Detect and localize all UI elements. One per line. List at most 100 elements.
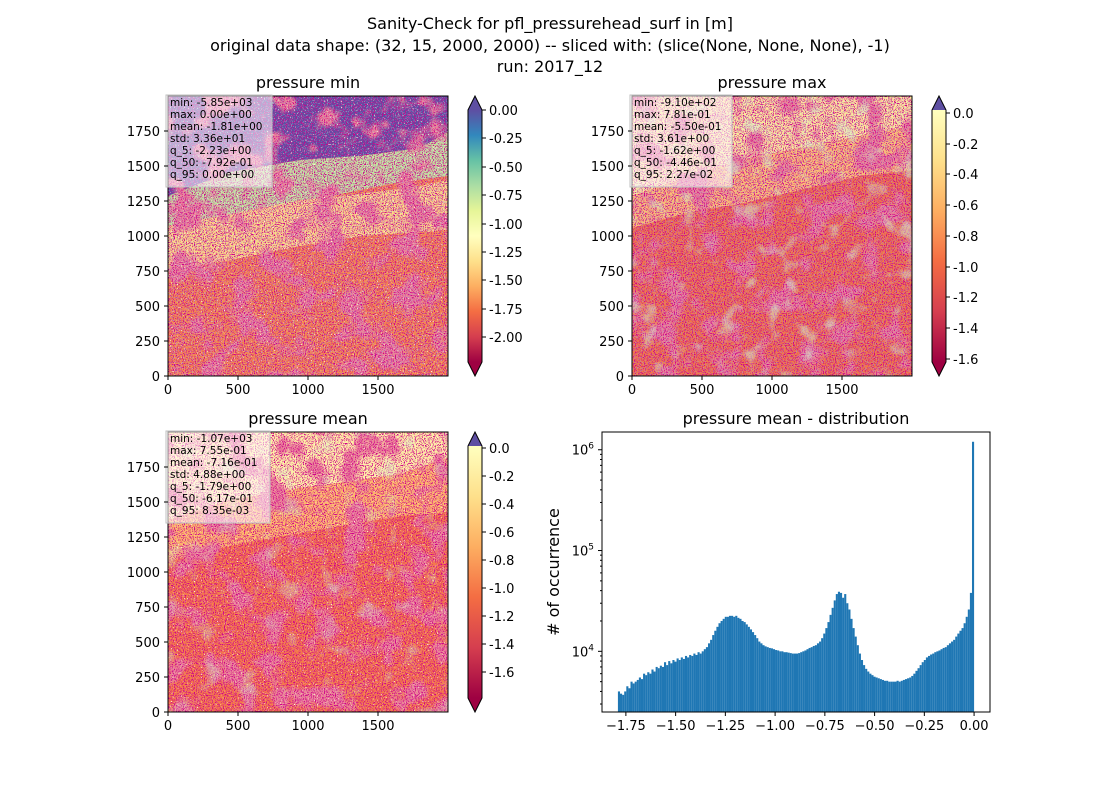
histogram-bar [919,665,922,712]
histogram-bar [785,652,788,712]
stats-line: q_5: -1.79e+00 [170,481,251,493]
histogram-bar [963,623,966,712]
colorbar-tick-label: -1.00 [489,218,523,233]
histogram-bar [852,628,855,712]
histogram-bar [653,671,656,712]
histogram-bar [896,680,899,712]
stats-line: std: 4.88e+00 [170,469,245,481]
histogram-bar [693,653,696,712]
histogram-bar [647,672,650,712]
stats-box: min: -1.07e+03 max: 7.55e-01 mean: -7.16… [165,430,271,524]
colorbar-tick-label: -0.50 [489,161,523,176]
histogram-bar [622,694,625,712]
histogram-bar [875,677,878,712]
histogram-bar [733,616,736,712]
histogram-bar [894,681,897,712]
histogram-bar [881,679,884,712]
histogram-bar [789,653,792,712]
histogram-bar [900,680,903,712]
stats-line: q_50: -7.92e-01 [170,157,253,169]
colorbar-tick-label: -1.2 [953,291,978,306]
x-tick-label: 1000 [291,719,324,734]
x-tick-label: 1000 [291,383,324,398]
y-tick-label: 1500 [127,160,160,175]
histogram-bar [664,662,667,712]
colorbar-tick-label: -0.6 [489,526,514,541]
x-tick-label: 1500 [361,719,394,734]
histogram-bar [689,654,692,712]
histogram-bar [758,641,761,712]
x-axis: 0 500 1000 1500 [164,712,395,734]
figure-title: Sanity-Check for pfl_pressurehead_surf i… [210,14,890,77]
histogram-bar [917,668,920,712]
histogram-bar [951,641,954,712]
histogram-bar [626,686,629,712]
histogram-bar [643,673,646,712]
histogram-bar [804,650,807,712]
histogram-bar [754,635,757,712]
histogram-bar [971,441,975,712]
histogram-bar [684,655,688,712]
histogram-bar [775,650,778,712]
colorbar-tick-label: -0.8 [489,554,514,569]
y-tick-label: 1500 [591,160,624,175]
histogram-bar [823,633,826,712]
histogram-bar [844,594,847,712]
histogram-bar [636,679,639,712]
histogram-bar [925,657,928,712]
colorbar-extend-max [468,96,482,110]
histogram-bar [932,653,935,712]
figure-title-line-2: original data shape: (32, 15, 2000, 2000… [210,36,890,55]
histogram-bar [741,620,744,712]
histogram-bar [796,653,799,712]
histogram-bar [902,679,905,712]
histogram-bar [701,651,704,712]
x-tick-label: 0 [164,383,172,398]
y-axis: 0 250 500 750 1000 1250 1500 1750 [591,125,632,385]
y-tick-label: 0 [152,706,160,721]
histogram-bar [640,679,644,712]
colorbar-tick-label: -0.25 [489,132,523,147]
x-tick-label: 500 [226,383,251,398]
y-tick-label: 1750 [127,125,160,140]
colorbar-tick-label: -0.6 [953,199,978,214]
y-tick-label: 105 [572,543,594,560]
y-tick-label: 1500 [127,496,160,511]
histogram-bar [710,639,713,712]
histogram-bar [620,693,623,712]
histogram-bar [942,647,945,712]
histogram-bar [649,673,652,712]
heatmap-panel-pressure-max: pressure max min: -9.10e+02 max: 7.81e-0… [591,73,978,398]
histogram-bar [816,643,820,712]
histogram-bar [737,617,740,712]
stats-line: mean: -5.50e-01 [634,121,721,133]
colorbar-tick-label: -0.8 [953,230,978,245]
histogram-bar [814,645,817,712]
histogram-bar [632,683,635,712]
colorbar-tick-label: -1.50 [489,274,523,289]
colorbar-tick-label: -1.6 [489,666,514,681]
y-tick-label: 500 [135,636,160,651]
colorbar-extend-min [468,362,482,376]
histogram-bar [764,646,767,712]
histogram-bar [624,691,627,712]
histogram-bar [846,603,849,712]
y-tick-label: 1750 [591,125,624,140]
y-tick-label: 1000 [127,566,160,581]
panel-title: pressure min [256,73,360,92]
y-axis-label: # of occurrence [544,508,563,636]
histogram-bar [953,639,956,712]
y-tick-label: 104 [572,643,595,660]
stats-line: q_50: -4.46e-01 [634,157,717,169]
stats-line: std: 3.36e+01 [170,133,245,145]
histogram-bar [666,665,669,712]
histogram-bar [752,632,755,712]
x-tick-label: 0 [628,383,636,398]
histogram-bar [791,653,794,712]
y-tick-label: 250 [599,335,624,350]
histogram-bar [867,671,870,712]
stats-box: min: -9.10e+02 max: 7.81e-01 mean: -5.50… [629,94,733,188]
histogram-panel: pressure mean - distribution −1.75 −1.50−… [544,409,991,734]
histogram-bar [860,660,864,712]
histogram-bar [879,679,882,712]
